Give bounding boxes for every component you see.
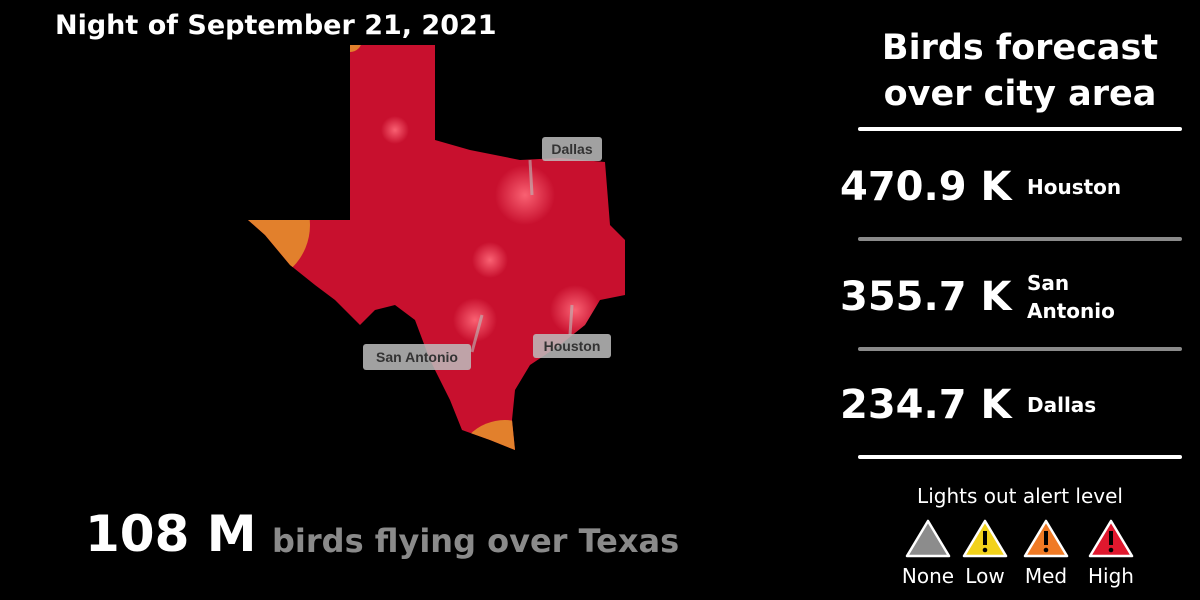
total-value: 108 M: [85, 505, 257, 563]
legend-item: None: [893, 518, 963, 588]
bird-count: 355.7 K: [840, 274, 1012, 320]
texas: [248, 45, 625, 450]
city-label: Houston: [544, 338, 601, 354]
city-name: Dallas: [1027, 393, 1097, 417]
legend-label: None: [901, 564, 955, 588]
map-label: Dallas: [542, 137, 602, 161]
legend-label: Med: [1024, 564, 1068, 588]
legend-label: Low: [965, 564, 1005, 588]
alert-icon: [905, 519, 951, 558]
map-label: San Antonio: [363, 344, 471, 370]
total-caption: birds flying over Texas: [272, 522, 680, 560]
alert-icon: [1023, 519, 1069, 558]
city-name: Houston: [1027, 175, 1122, 199]
divider: [858, 127, 1182, 131]
divider: [858, 237, 1182, 241]
divider: [858, 455, 1182, 459]
city-row: 355.7 K San Antonio: [840, 262, 1190, 332]
map-label: Houston: [533, 334, 611, 358]
date-title: Night of September 21, 2021: [55, 10, 497, 41]
city-name: San Antonio: [1027, 271, 1115, 323]
city-label: San Antonio: [376, 349, 458, 365]
alert-icon: [962, 519, 1008, 558]
legend-item: Med: [1011, 518, 1081, 588]
panel-title: Birds forecast over city area: [881, 28, 1159, 114]
city-row: 470.9 K Houston: [840, 152, 1190, 222]
legend-label: High: [1088, 564, 1134, 588]
alert-icon: [1088, 519, 1134, 558]
bird-count: 234.7 K: [840, 382, 1012, 428]
map: Dallas San Antonio Houston: [248, 45, 625, 450]
divider: [858, 347, 1182, 351]
city-label: Dallas: [551, 141, 592, 157]
legend-item: Low: [950, 518, 1020, 588]
legend-item: High: [1076, 518, 1146, 588]
city-row: 234.7 K Dallas: [840, 370, 1190, 440]
legend-title: Lights out alert level: [917, 484, 1123, 508]
bird-count: 470.9 K: [840, 164, 1012, 210]
